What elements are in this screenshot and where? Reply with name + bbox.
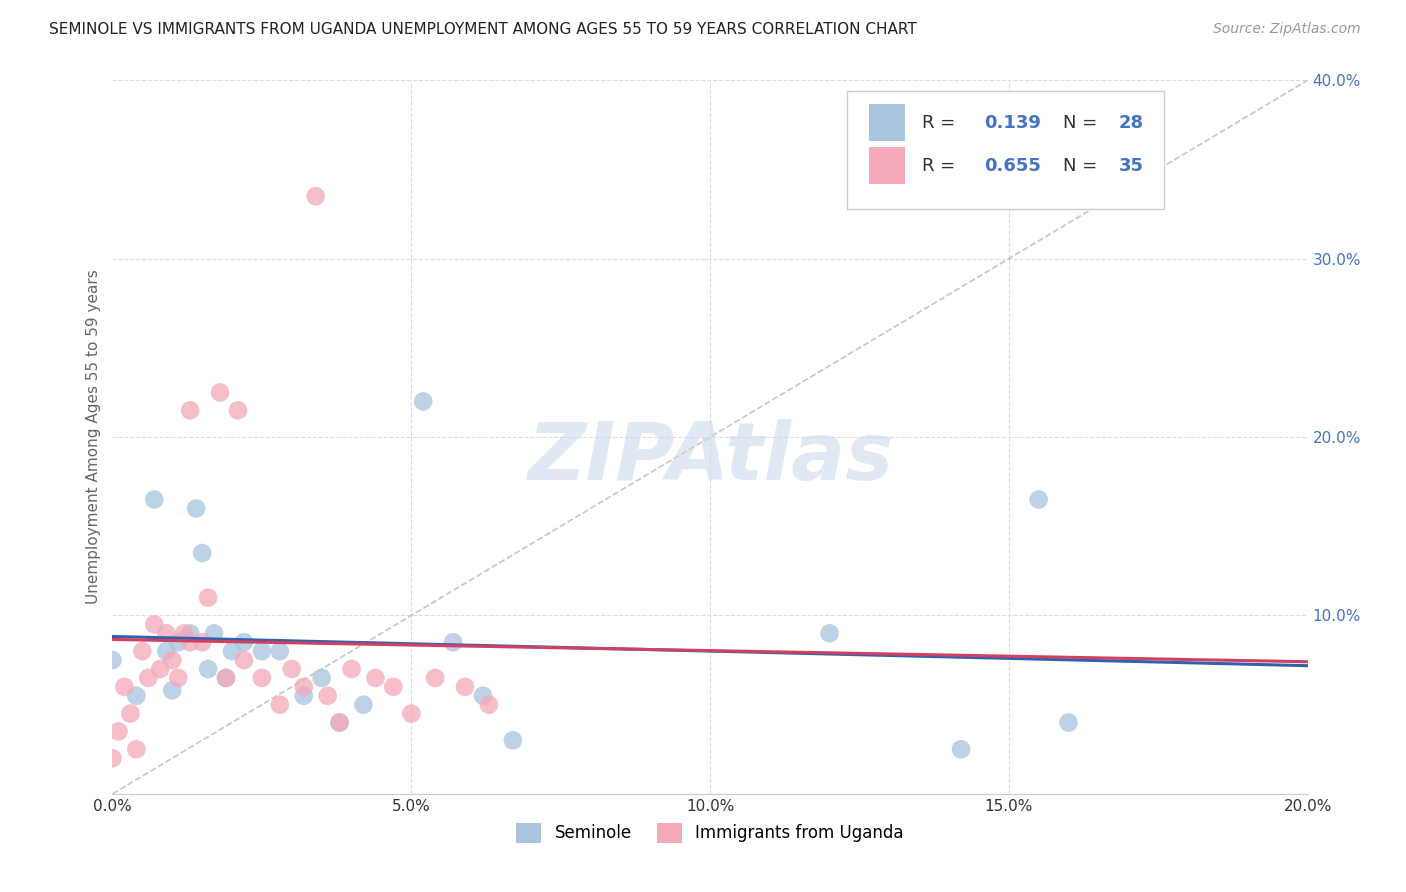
Point — [329, 715, 352, 730]
Point — [269, 698, 291, 712]
Text: 28: 28 — [1119, 114, 1144, 132]
Point — [120, 706, 142, 721]
Point — [215, 671, 238, 685]
Point — [233, 653, 256, 667]
Point — [412, 394, 434, 409]
Point — [191, 635, 214, 649]
Text: N =: N = — [1063, 157, 1102, 175]
Bar — [869, 103, 905, 141]
Point — [138, 671, 160, 685]
Point — [364, 671, 387, 685]
Point — [250, 671, 273, 685]
Point — [233, 635, 256, 649]
Text: 0.139: 0.139 — [984, 114, 1040, 132]
Text: 35: 35 — [1119, 157, 1143, 175]
Point — [155, 626, 177, 640]
Text: 0.655: 0.655 — [984, 157, 1040, 175]
Text: R =: R = — [921, 157, 960, 175]
Point — [382, 680, 405, 694]
Point — [191, 546, 214, 560]
Point — [441, 635, 464, 649]
Point — [226, 403, 249, 417]
Point — [125, 742, 148, 756]
Point — [143, 617, 166, 632]
Point — [269, 644, 291, 658]
Point — [215, 671, 238, 685]
Point — [478, 698, 501, 712]
Point — [179, 403, 201, 417]
Text: ZIPAtlas: ZIPAtlas — [527, 419, 893, 498]
Point — [143, 492, 166, 507]
Text: Source: ZipAtlas.com: Source: ZipAtlas.com — [1213, 22, 1361, 37]
Bar — [848, 91, 1164, 209]
Point — [425, 671, 447, 685]
Point — [114, 680, 135, 694]
Point — [209, 385, 232, 400]
Text: N =: N = — [1063, 114, 1102, 132]
Point — [316, 689, 339, 703]
Point — [162, 683, 183, 698]
Legend: Seminole, Immigrants from Uganda: Seminole, Immigrants from Uganda — [510, 816, 910, 850]
Point — [250, 644, 273, 658]
Point — [107, 724, 129, 739]
Point — [167, 671, 190, 685]
Text: SEMINOLE VS IMMIGRANTS FROM UGANDA UNEMPLOYMENT AMONG AGES 55 TO 59 YEARS CORREL: SEMINOLE VS IMMIGRANTS FROM UGANDA UNEMP… — [49, 22, 917, 37]
Bar — [869, 146, 905, 184]
Point — [353, 698, 375, 712]
Point — [202, 626, 225, 640]
Point — [401, 706, 423, 721]
Point — [502, 733, 524, 747]
Point — [149, 662, 172, 676]
Point — [311, 671, 333, 685]
Point — [167, 635, 190, 649]
Point — [125, 689, 148, 703]
Point — [179, 635, 201, 649]
Point — [1057, 715, 1080, 730]
Point — [197, 591, 219, 605]
Point — [818, 626, 841, 640]
Point — [179, 626, 201, 640]
Point — [292, 680, 315, 694]
Y-axis label: Unemployment Among Ages 55 to 59 years: Unemployment Among Ages 55 to 59 years — [86, 269, 101, 605]
Point — [101, 751, 124, 765]
Point — [1028, 492, 1050, 507]
Point — [281, 662, 304, 676]
Point — [221, 644, 243, 658]
Point — [173, 626, 195, 640]
Point — [162, 653, 183, 667]
Point — [155, 644, 177, 658]
Point — [101, 653, 124, 667]
Point — [454, 680, 477, 694]
Point — [950, 742, 973, 756]
Point — [131, 644, 153, 658]
Point — [472, 689, 495, 703]
Point — [305, 189, 328, 203]
Point — [197, 662, 219, 676]
Point — [329, 715, 352, 730]
Text: R =: R = — [921, 114, 960, 132]
Point — [292, 689, 315, 703]
Point — [340, 662, 363, 676]
Point — [186, 501, 208, 516]
